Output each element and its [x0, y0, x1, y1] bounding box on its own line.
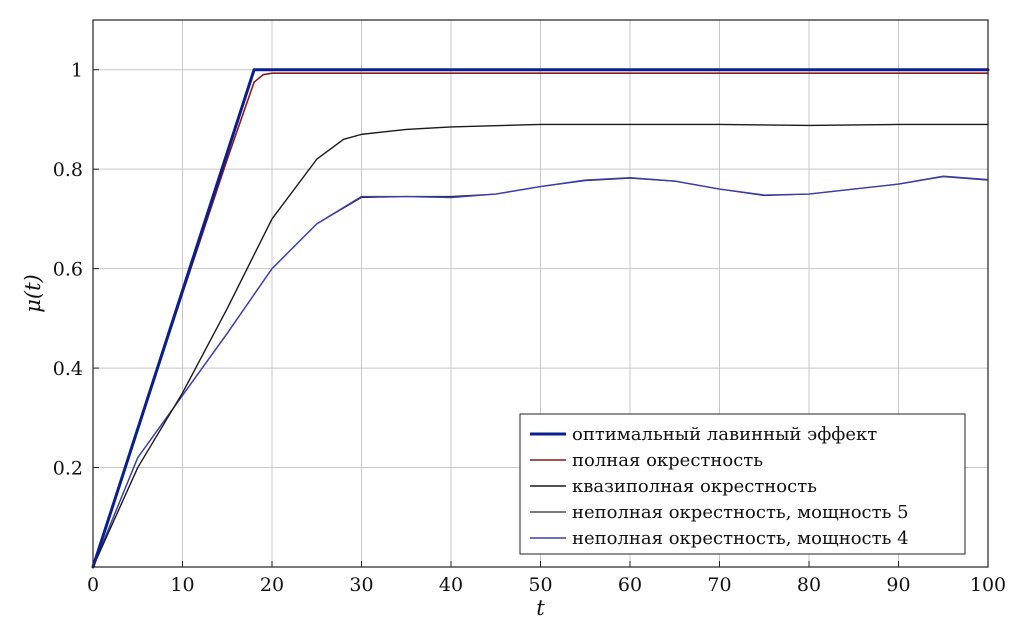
y-axis-label: μ(t): [21, 274, 45, 312]
y-tick-label: 0.6: [53, 259, 83, 281]
series-layer: [91, 68, 990, 569]
x-axis-label: t: [536, 596, 545, 620]
legend-label: оптимальный лавинный эффект: [572, 424, 877, 445]
x-tick-label: 40: [439, 574, 463, 596]
legend-box: [519, 413, 966, 555]
x-tick-label: 70: [707, 574, 731, 596]
x-tick-label: 90: [886, 574, 910, 596]
x-tick-label: 0: [87, 574, 99, 596]
series-line-4: [92, 175, 989, 568]
legend-label: квазиполная окрестность: [572, 476, 817, 497]
x-tick-label: 100: [970, 574, 1006, 596]
x-tick-label: 60: [618, 574, 642, 596]
legend: оптимальный лавинный эффект полная окрест…: [519, 413, 966, 555]
y-tick-label: 0.4: [53, 358, 83, 380]
x-tick-label: 50: [528, 574, 552, 596]
y-tick-label: 0.2: [53, 458, 83, 480]
y-tick-label: 0.8: [53, 159, 83, 181]
x-tick-label: 10: [170, 574, 194, 596]
x-tick-label: 30: [349, 574, 373, 596]
legend-label: неполная окрестность, мощность 5: [572, 502, 909, 523]
plot-frame: [92, 19, 989, 568]
y-tick-label: 1: [71, 60, 83, 82]
series-line-0: [91, 68, 990, 569]
legend-label: неполная окрестность, мощность 4: [572, 528, 909, 549]
x-tick-label: 20: [260, 574, 284, 596]
series-line-2: [92, 123, 989, 568]
legend-label: полная окрестность: [572, 450, 763, 471]
x-tick-label: 80: [797, 574, 821, 596]
tick-labels: 0 10 20 30 40 50 60 70 80 90 100 0.2 0.4 0.6 0.8 1: [53, 60, 1006, 596]
